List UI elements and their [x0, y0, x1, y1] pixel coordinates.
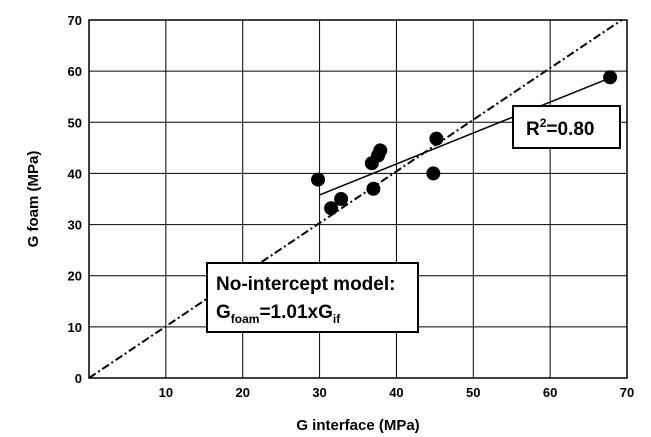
y-tick-label: 60	[68, 64, 82, 79]
data-point	[603, 70, 618, 85]
grid	[89, 20, 627, 378]
y-tick-label: 70	[68, 13, 82, 28]
r2-text: R2=0.80	[526, 116, 595, 140]
plot-frame	[88, 19, 628, 379]
x-tick-labels: 10 20 30 40 50 60 70	[159, 385, 635, 400]
data-point	[426, 166, 441, 181]
regression-line	[319, 76, 612, 196]
data-points	[311, 70, 618, 216]
model-line1: No-intercept model:	[216, 274, 395, 295]
y-tick-label: 40	[68, 166, 82, 181]
reference-line	[88, 19, 623, 379]
r2-annotation: R2=0.80	[512, 105, 621, 149]
model-box	[206, 262, 419, 333]
data-point	[311, 172, 326, 187]
x-tick-label: 30	[312, 385, 326, 400]
data-point	[366, 181, 381, 196]
model-annotation: No-intercept model: Gfoam=1.01xGif	[206, 262, 419, 333]
x-axis-label: G interface (MPa)	[296, 417, 419, 434]
x-tick-label: 70	[620, 385, 634, 400]
data-point	[324, 201, 339, 216]
y-tick-label: 10	[68, 320, 82, 335]
r2-box	[512, 105, 621, 149]
y-tick-label: 20	[68, 269, 82, 284]
x-tick-label: 40	[389, 385, 403, 400]
data-point	[373, 143, 388, 158]
data-point	[334, 192, 349, 206]
y-tick-label: 30	[68, 218, 82, 233]
y-tick-label: 50	[68, 115, 82, 130]
y-tick-labels: 0 10 20 30 40 50 60 70	[68, 13, 82, 386]
x-tick-label: 10	[159, 385, 173, 400]
data-point	[429, 131, 444, 146]
y-tick-label: 0	[75, 371, 82, 386]
x-tick-label: 50	[466, 385, 480, 400]
x-tick-label: 60	[543, 385, 557, 400]
y-axis-label: G foam (MPa)	[25, 151, 42, 248]
x-tick-label: 20	[235, 385, 249, 400]
model-line2: Gfoam=1.01xGif	[216, 302, 341, 326]
